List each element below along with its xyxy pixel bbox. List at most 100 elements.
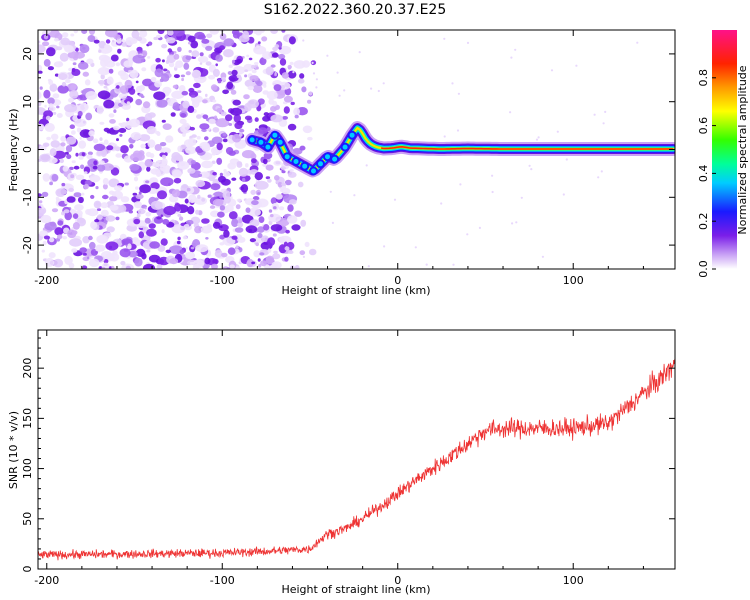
noise-dot xyxy=(451,82,454,85)
trace-blob xyxy=(247,135,257,145)
noise-blob xyxy=(153,91,166,100)
noise-blob xyxy=(275,193,283,200)
noise-blob xyxy=(41,191,49,198)
noise-blob xyxy=(222,138,228,143)
noise-blob xyxy=(251,261,256,265)
noise-blob xyxy=(210,183,221,191)
trace-blob xyxy=(347,130,357,140)
noise-dot xyxy=(562,193,565,196)
noise-blob xyxy=(124,182,129,186)
noise-blob xyxy=(199,171,210,178)
noise-dot xyxy=(556,130,559,133)
noise-blob xyxy=(62,165,69,172)
noise-blob xyxy=(150,182,160,190)
noise-blob xyxy=(43,110,54,118)
noise-blob xyxy=(215,63,218,67)
noise-blob xyxy=(47,66,55,71)
noise-blob xyxy=(41,249,45,253)
colorbar-tick-label: 0.2 xyxy=(697,212,710,230)
noise-blob xyxy=(242,30,250,39)
trace-blob xyxy=(309,166,318,176)
noise-blob xyxy=(56,113,63,118)
noise-blob xyxy=(300,219,307,227)
noise-blob xyxy=(43,89,51,99)
noise-blob xyxy=(190,160,196,165)
noise-blob xyxy=(291,224,301,231)
noise-blob xyxy=(235,204,241,210)
noise-blob xyxy=(288,250,294,254)
noise-blob xyxy=(132,192,138,196)
noise-blob xyxy=(223,196,231,204)
noise-blob xyxy=(80,164,85,170)
noise-blob xyxy=(169,258,179,265)
noise-blob xyxy=(195,209,200,215)
noise-blob xyxy=(172,30,185,37)
trace-blob xyxy=(330,154,340,164)
noise-blob xyxy=(221,178,231,186)
noise-blob xyxy=(252,84,263,94)
noise-blob xyxy=(147,139,156,148)
noise-dot xyxy=(515,221,518,224)
noise-blob xyxy=(244,74,248,78)
colorbar-tick-label: 0.8 xyxy=(697,69,710,87)
noise-blob xyxy=(157,30,165,35)
noise-blob xyxy=(59,52,69,62)
noise-dot xyxy=(597,176,600,179)
noise-blob xyxy=(281,187,291,195)
noise-dot xyxy=(383,245,386,248)
noise-blob xyxy=(74,47,79,52)
noise-blob xyxy=(232,99,241,106)
noise-blob xyxy=(135,186,139,190)
noise-dot xyxy=(466,233,469,236)
noise-blob xyxy=(270,114,284,123)
noise-blob xyxy=(272,233,277,237)
noise-blob xyxy=(126,245,132,250)
noise-blob xyxy=(148,223,156,229)
noise-blob xyxy=(113,109,117,113)
noise-blob xyxy=(258,263,262,268)
noise-blob xyxy=(89,174,101,183)
figure-title: S162.2022.360.20.37.E25 xyxy=(264,2,447,18)
noise-blob xyxy=(93,39,100,44)
noise-blob xyxy=(222,132,227,137)
noise-dot xyxy=(365,164,368,167)
colorbar-label: Normalized spectral amplitude xyxy=(736,65,749,234)
noise-blob xyxy=(86,154,93,160)
noise-blob xyxy=(274,73,277,77)
noise-blob xyxy=(251,200,259,206)
noise-blob xyxy=(117,48,122,54)
noise-blob xyxy=(69,238,83,247)
noise-blob xyxy=(159,142,167,147)
noise-blob xyxy=(147,41,153,46)
noise-blob xyxy=(95,186,99,190)
noise-blob xyxy=(54,227,64,236)
noise-blob xyxy=(172,169,182,178)
snr-line xyxy=(38,358,675,561)
noise-dot xyxy=(336,71,339,74)
noise-blob xyxy=(135,193,144,200)
spectrogram-x-ticks: -200 -100 0 100 xyxy=(34,30,644,287)
noise-blob xyxy=(208,118,216,125)
noise-blob xyxy=(72,62,77,66)
noise-blob xyxy=(156,131,161,136)
noise-blob xyxy=(257,232,263,239)
noise-blob xyxy=(161,44,168,49)
noise-dot xyxy=(443,135,446,138)
noise-blob xyxy=(115,99,120,103)
snr-x-tick-label: 0 xyxy=(394,574,401,587)
noise-blob xyxy=(65,78,71,84)
noise-blob xyxy=(173,177,182,184)
noise-blob xyxy=(38,207,45,217)
noise-blob xyxy=(174,154,183,162)
spectrogram-x-tick-label: -200 xyxy=(34,274,59,287)
noise-blob xyxy=(89,241,96,250)
noise-blob xyxy=(126,117,130,122)
noise-dot xyxy=(466,41,470,45)
noise-blob xyxy=(100,149,108,158)
noise-blob xyxy=(231,235,238,240)
noise-blob xyxy=(85,91,98,100)
noise-blob xyxy=(193,82,201,89)
noise-blob xyxy=(294,210,303,217)
noise-dot xyxy=(491,174,494,177)
noise-blob xyxy=(103,99,115,109)
